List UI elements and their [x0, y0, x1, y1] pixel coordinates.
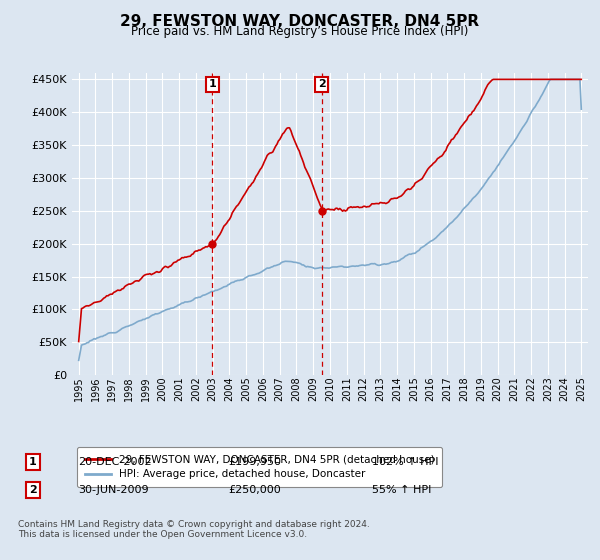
Text: 1: 1 [29, 457, 37, 467]
Text: 29, FEWSTON WAY, DONCASTER, DN4 5PR: 29, FEWSTON WAY, DONCASTER, DN4 5PR [121, 14, 479, 29]
Text: 2: 2 [29, 485, 37, 495]
Text: £250,000: £250,000 [228, 485, 281, 495]
Text: 1: 1 [208, 80, 216, 90]
Text: 102% ↑ HPI: 102% ↑ HPI [372, 457, 439, 467]
Text: £199,950: £199,950 [228, 457, 281, 467]
Text: 30-JUN-2009: 30-JUN-2009 [78, 485, 149, 495]
Text: Contains HM Land Registry data © Crown copyright and database right 2024.: Contains HM Land Registry data © Crown c… [18, 520, 370, 529]
Text: Price paid vs. HM Land Registry’s House Price Index (HPI): Price paid vs. HM Land Registry’s House … [131, 25, 469, 38]
Text: 55% ↑ HPI: 55% ↑ HPI [372, 485, 431, 495]
Text: This data is licensed under the Open Government Licence v3.0.: This data is licensed under the Open Gov… [18, 530, 307, 539]
Legend: 29, FEWSTON WAY, DONCASTER, DN4 5PR (detached house), HPI: Average price, detach: 29, FEWSTON WAY, DONCASTER, DN4 5PR (det… [77, 447, 442, 487]
Text: 2: 2 [318, 80, 325, 90]
Text: 20-DEC-2002: 20-DEC-2002 [78, 457, 152, 467]
